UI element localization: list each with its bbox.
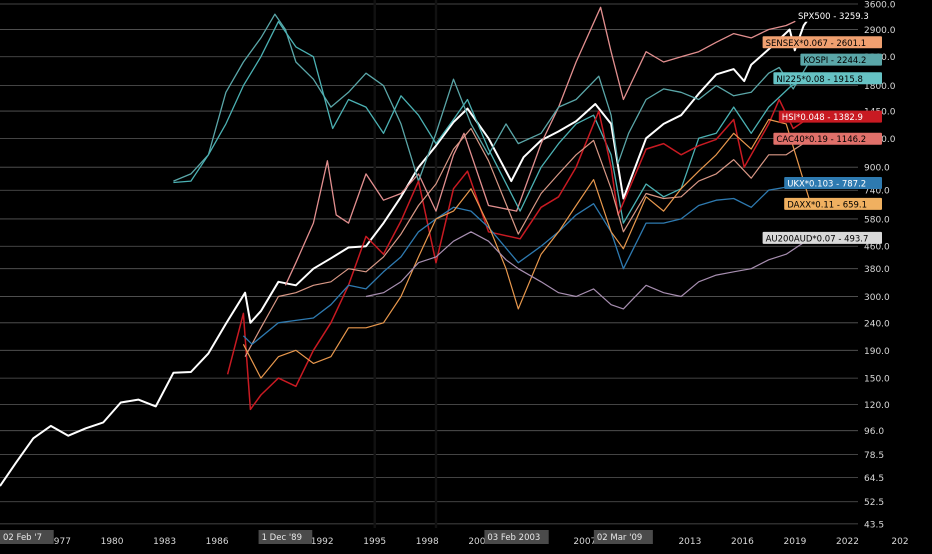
- price-label-bg: [784, 197, 882, 210]
- vertical-markers: [373, 0, 438, 528]
- y-tick-label: 64.5: [864, 474, 884, 484]
- series-line-cac40-0-19: [244, 127, 812, 357]
- x-tick-label: 2007: [573, 537, 596, 547]
- price-label: NI225*0.08 - 1915.8: [776, 75, 862, 85]
- x-tick-label: 1986: [206, 537, 229, 547]
- price-label: SPX500 - 3259.3: [798, 12, 869, 22]
- x-axis-band: [0, 528, 932, 550]
- series-line-spx500: [0, 15, 812, 487]
- y-tick-label: 3600.0: [864, 1, 896, 11]
- x-marker-bg: [258, 530, 313, 544]
- y-tick-label: 43.5: [864, 520, 884, 530]
- series-line-daxx-0-11: [242, 118, 812, 379]
- y-tick-label: 120.0: [864, 401, 890, 411]
- x-tick-label: 2001: [468, 537, 491, 547]
- price-label-bg: [762, 36, 882, 49]
- y-tick-label: 1800.0: [864, 82, 896, 92]
- x-tick-label: 1992: [311, 537, 334, 547]
- x-tick-label: 2013: [678, 537, 701, 547]
- grid: [0, 3, 858, 525]
- x-marker-label: 1 Dec '89: [262, 533, 302, 543]
- price-label-bg: [778, 110, 882, 123]
- series-line-kospi: [173, 13, 812, 182]
- x-marker-bg: [484, 530, 549, 544]
- price-label-bg: [762, 231, 882, 244]
- x-tick-label: 1995: [363, 537, 386, 547]
- y-tick-label: 740.0: [864, 187, 890, 197]
- y-tick-label: 580.0: [864, 215, 890, 225]
- price-label-bg: [773, 132, 882, 145]
- x-tick-label: 202: [891, 537, 908, 547]
- price-label-bg: [795, 9, 882, 22]
- x-tick-label: 1998: [416, 537, 439, 547]
- price-label: DAXX*0.11 - 659.1: [787, 200, 867, 210]
- price-label: HSI*0.048 - 1382.9: [782, 113, 863, 123]
- price-label-bg: [800, 53, 882, 66]
- series-line-ukx-0-103: [242, 182, 811, 345]
- y-tick-label: 190.0: [864, 347, 890, 357]
- y-tick-label: 96.0: [864, 427, 884, 437]
- y-tick-label: 300.0: [864, 293, 890, 303]
- series-line-ni225-0-08: [173, 20, 811, 224]
- y-tick-label: 380.0: [864, 265, 890, 275]
- price-label-bg: [784, 176, 882, 189]
- x-tick-label: 2019: [784, 537, 807, 547]
- x-tick-label: 1977: [48, 537, 71, 547]
- series-lines: [0, 6, 812, 487]
- x-marker-bg: [593, 530, 653, 544]
- series-line-sensex-0-067: [284, 6, 811, 286]
- price-labels: SPX500 - 3259.3 SENSEX*0.067 - 2601.1 KOSP…: [762, 9, 882, 244]
- x-marker-label: 03 Feb 2003: [487, 533, 540, 543]
- y-tick-label: 78.5: [864, 451, 884, 461]
- x-tick-label: 2022: [836, 537, 859, 547]
- y-tick-label: 2900.0: [864, 26, 896, 36]
- x-tick-label: 1983: [153, 537, 176, 547]
- series-line-au200aud-0-07: [365, 231, 812, 310]
- y-tick-label: 900.0: [864, 164, 890, 174]
- x-tick-label: 1980: [101, 537, 124, 547]
- price-label: SENSEX*0.067 - 2601.1: [766, 39, 867, 49]
- y-tick-label: 460.0: [864, 243, 890, 253]
- y-tick-label: 52.5: [864, 498, 884, 508]
- price-label-bg: [773, 72, 882, 85]
- series-line-hsi-0-048: [226, 98, 812, 411]
- y-tick-label: 150.0: [864, 375, 890, 385]
- y-tick-label: 240.0: [864, 319, 890, 329]
- x-marker-label: 02 Feb '7: [3, 533, 42, 543]
- price-label: AU200AUD*0.07 - 493.7: [766, 234, 869, 244]
- price-label: UKX*0.103 - 787.2: [787, 179, 866, 189]
- x-tick-label: 2016: [731, 537, 754, 547]
- x-axis: 1977198019831986198919921995199820012004…: [0, 528, 932, 550]
- price-label: KOSPI - 2244.2: [803, 56, 866, 66]
- x-marker-bg: [0, 530, 54, 544]
- x-marker-label: 02 Mar '09: [597, 533, 642, 543]
- price-label: CAC40*0.19 - 1146.2: [776, 135, 866, 145]
